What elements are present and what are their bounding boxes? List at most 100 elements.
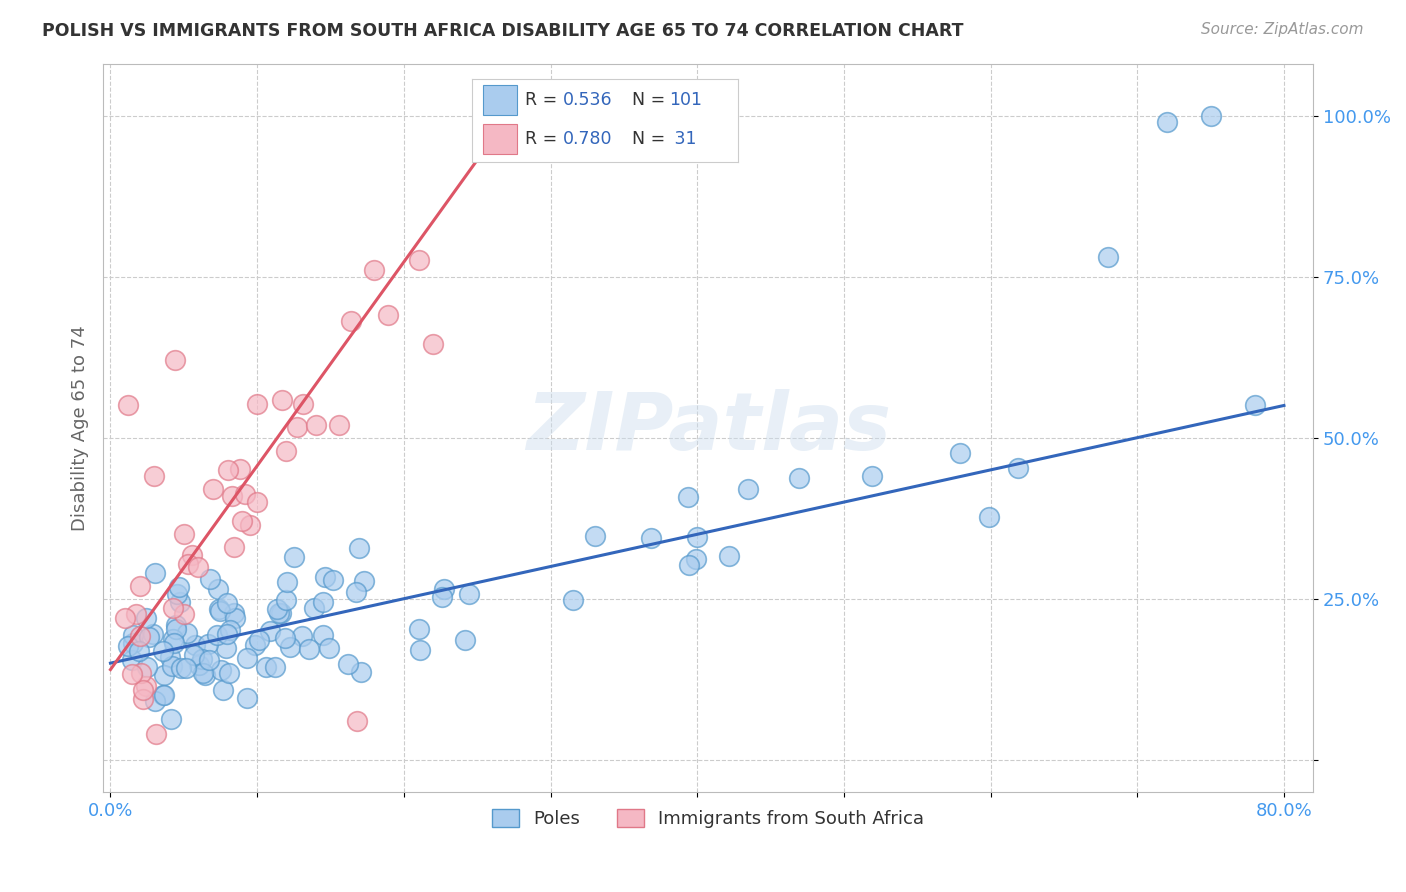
Point xyxy=(142,627,165,641)
Point xyxy=(302,601,325,615)
Point xyxy=(173,527,195,541)
Point xyxy=(247,633,270,648)
Point xyxy=(153,689,176,703)
Point xyxy=(499,113,522,128)
Point xyxy=(860,469,883,483)
Point xyxy=(167,580,190,594)
Point xyxy=(787,471,810,485)
Point xyxy=(274,631,297,645)
Point xyxy=(305,417,328,432)
Point xyxy=(236,651,259,665)
Point xyxy=(152,688,174,702)
Point xyxy=(176,557,198,571)
Point xyxy=(685,552,707,566)
Point xyxy=(165,622,187,636)
Point xyxy=(143,469,166,483)
Point xyxy=(159,650,181,665)
Point xyxy=(283,549,305,564)
Point xyxy=(422,336,444,351)
Point xyxy=(187,559,209,574)
Point xyxy=(170,661,193,675)
Point xyxy=(377,308,399,322)
Point xyxy=(217,627,239,641)
Point xyxy=(949,446,972,460)
Point xyxy=(328,418,350,433)
Point xyxy=(207,582,229,596)
Point xyxy=(132,692,155,706)
Point xyxy=(174,661,197,675)
Point xyxy=(1156,115,1178,129)
Point xyxy=(209,663,232,677)
Point xyxy=(1199,109,1222,123)
Point xyxy=(337,657,360,671)
Point xyxy=(183,648,205,662)
Point xyxy=(160,659,183,673)
Point xyxy=(208,605,231,619)
Point xyxy=(117,639,139,653)
Point xyxy=(454,632,477,647)
Point xyxy=(181,548,204,562)
Point xyxy=(184,638,207,652)
Point xyxy=(274,593,297,607)
Point xyxy=(678,558,700,572)
Point xyxy=(291,629,314,643)
Point xyxy=(1007,461,1029,475)
Point xyxy=(737,483,759,497)
Point xyxy=(640,531,662,545)
Point xyxy=(198,573,221,587)
Point xyxy=(194,668,217,682)
Point xyxy=(132,683,155,698)
Point xyxy=(214,641,236,656)
Point xyxy=(218,665,240,680)
Point xyxy=(128,579,150,593)
Point xyxy=(218,623,240,637)
Point xyxy=(145,727,167,741)
Point xyxy=(222,540,245,554)
Point xyxy=(246,397,269,411)
Point xyxy=(231,515,253,529)
Point xyxy=(318,641,340,656)
Point xyxy=(207,601,229,615)
Point xyxy=(197,638,219,652)
Point xyxy=(162,601,184,615)
Point xyxy=(128,644,150,658)
Point xyxy=(408,622,430,636)
Point xyxy=(458,587,481,601)
Point xyxy=(340,314,363,328)
Point xyxy=(1097,250,1119,264)
Point xyxy=(350,665,373,679)
Point xyxy=(202,482,225,496)
Point xyxy=(271,393,294,408)
Point xyxy=(254,660,277,674)
Point xyxy=(159,712,181,726)
Point xyxy=(211,682,233,697)
Point xyxy=(312,595,335,609)
Point xyxy=(314,570,336,584)
Point xyxy=(152,644,174,658)
Point xyxy=(163,353,186,368)
Point xyxy=(135,611,157,625)
Point xyxy=(176,625,198,640)
Point xyxy=(136,660,159,674)
Point xyxy=(138,631,160,645)
Point xyxy=(363,262,385,277)
Point xyxy=(311,628,333,642)
Point xyxy=(285,420,308,434)
Point xyxy=(198,653,221,667)
Point xyxy=(121,667,143,681)
Point xyxy=(229,462,252,476)
Point xyxy=(432,590,454,604)
Point xyxy=(153,668,176,682)
Legend: Poles, Immigrants from South Africa: Poles, Immigrants from South Africa xyxy=(485,802,931,835)
Point xyxy=(143,694,166,708)
Point xyxy=(221,489,243,503)
Point xyxy=(163,635,186,649)
Point xyxy=(298,641,321,656)
Point xyxy=(433,582,456,597)
Point xyxy=(718,549,741,564)
Point xyxy=(276,574,298,589)
Point xyxy=(224,607,246,621)
Point xyxy=(346,714,368,728)
Point xyxy=(347,541,370,555)
Point xyxy=(162,632,184,646)
